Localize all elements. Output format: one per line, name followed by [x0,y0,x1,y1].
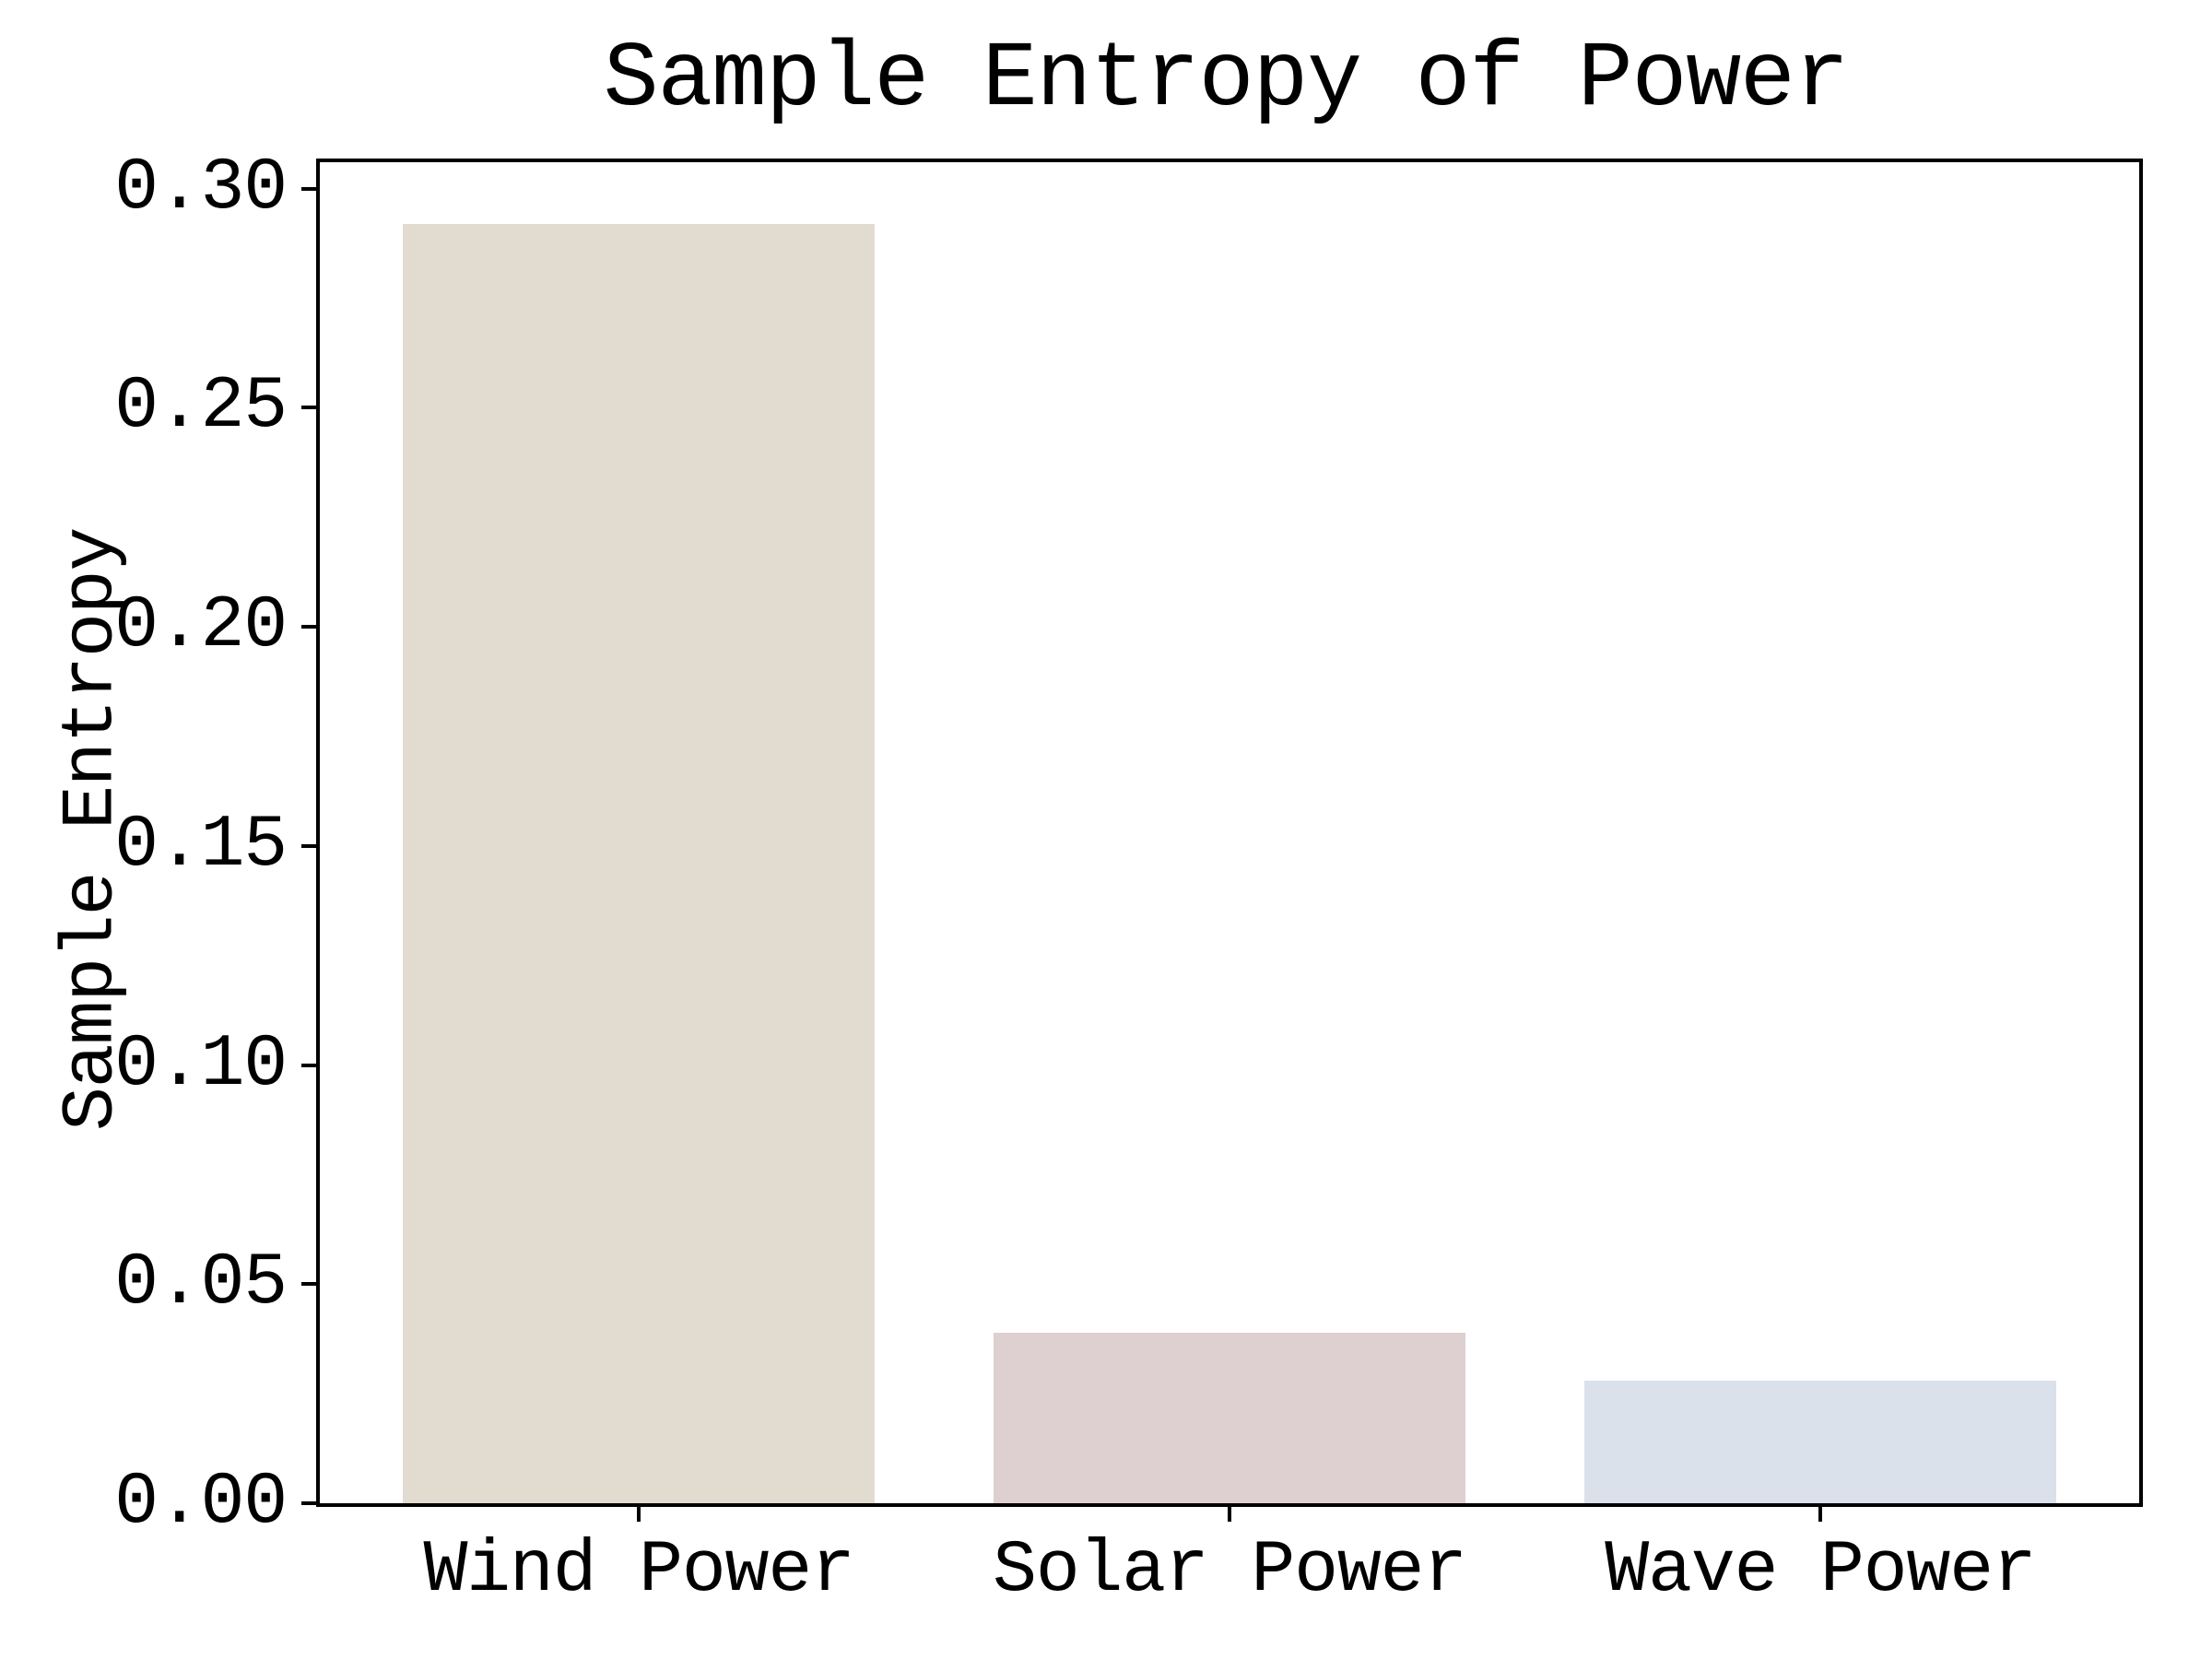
y-tick-label: 0.20 [114,584,288,669]
chart-title: Sample Entropy of Power [603,29,1850,133]
plot-area: 0.00 0.05 0.10 0.15 0.20 0.25 0.30 Wind Power S… [114,151,2143,1608]
y-tick-mark [301,1063,316,1067]
bar-wind-power [402,223,876,1503]
y-tick-mark [301,186,316,191]
x-tick-mark [637,1507,641,1522]
x-tick-label-wave-power: Wave Power [1605,1529,2037,1613]
bar-solar-power [993,1332,1466,1503]
y-tick-label: 0.25 [114,365,288,450]
x-tick-label-solar-power: Solar Power [992,1529,1467,1613]
y-tick-label: 0.10 [114,1022,288,1107]
y-tick-mark [301,1282,316,1287]
y-tick-label: 0.30 [114,146,288,230]
y-tick-label: 0.15 [114,803,288,888]
y-tick-mark [301,1501,316,1505]
y-tick-mark [301,406,316,410]
y-tick-label: 0.05 [114,1241,288,1326]
x-tick-mark [1228,1507,1231,1522]
x-tick-label-wind-power: Wind Power [423,1529,855,1613]
x-tick-mark [1818,1507,1822,1522]
y-tick-mark [301,843,316,848]
y-tick-mark [301,625,316,629]
y-tick-label: 0.00 [114,1461,288,1545]
bar-wave-power [1583,1380,2057,1503]
